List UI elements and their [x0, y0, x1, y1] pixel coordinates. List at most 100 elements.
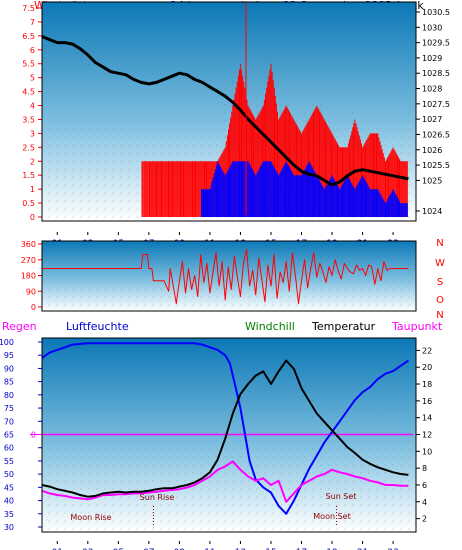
humidity-tick-label: 100 [0, 338, 14, 347]
temp-tick-label: 6 [422, 481, 427, 490]
left-tick-label: 3 [30, 129, 35, 138]
humidity-tick-label: 90 [4, 364, 14, 373]
left-tick-label: 3.5 [22, 115, 35, 124]
right-tick-label: 1025 [422, 176, 442, 185]
humidity-line [41, 342, 409, 515]
x-tick-label: 23 [387, 548, 398, 550]
compass-label: W [435, 258, 445, 269]
right-tick-label: 1027 [422, 115, 442, 124]
left-tick-label: 6.5 [22, 32, 35, 41]
left-tick-label: 4.5 [22, 88, 35, 97]
label-taupunkt: Taupunkt [391, 320, 443, 333]
dir-tick-label: 0 [31, 303, 36, 312]
left-tick-label: 7 [30, 18, 35, 27]
dir-tick-label: 90 [26, 287, 36, 296]
moon-set-label: Moon Set [313, 512, 350, 521]
panel-wind-pressure: 0 0.5 1 1.5 2 2.5 3 3.5 4 4.5 5 5.5 6 6.5 7 7.5 1024 1025… [22, 1, 450, 249]
left-tick-label: 5 [30, 74, 35, 83]
compass-label: O [436, 295, 444, 306]
right-tick-label: 1026 [422, 146, 442, 155]
temp-tick-label: 14 [422, 414, 432, 423]
humidity-tick-label: 45 [4, 483, 14, 492]
label-regen: Regen [2, 320, 37, 333]
x-tick-label: 21 [357, 548, 368, 550]
x-tick-label: 09 [174, 548, 186, 550]
temp-tick-label: 12 [422, 431, 432, 440]
humidity-tick-label: 80 [4, 391, 14, 400]
x-tick-label: 17 [296, 548, 307, 550]
dir-tick-label: 360 [21, 240, 36, 249]
sun-set-label: Sun Set [326, 492, 357, 501]
compass-label: N [436, 238, 443, 249]
x-tick-label: 07 [143, 548, 154, 550]
left-tick-label: 2 [30, 157, 35, 166]
label-luftfeuchte: Luftfeuchte [66, 320, 129, 333]
pressure-line [41, 35, 409, 187]
humidity-tick-label: 60 [4, 444, 14, 453]
right-tick-label: 1029 [422, 54, 442, 63]
right-tick-label: 1024 [422, 207, 442, 216]
temp-tick-label: 22 [422, 346, 432, 355]
left-tick-label: 0.5 [22, 199, 35, 208]
humidity-tick-label: 50 [4, 470, 14, 479]
left-tick-label: 4 [30, 102, 35, 111]
x-tick-label: 03 [82, 548, 93, 550]
x-tick-label: 05 [113, 548, 124, 550]
left-tick-label: 6 [30, 46, 35, 55]
x-tick-label: 15 [265, 548, 276, 550]
temp-tick-label: 20 [422, 363, 432, 372]
humidity-tick-label: 30 [4, 523, 14, 532]
humidity-tick-label: 40 [4, 497, 14, 506]
wind-direction-line [42, 248, 409, 304]
right-tick-label: 1025.5 [422, 161, 450, 170]
temp-tick-label: 4 [422, 498, 427, 507]
temp-tick-label: 8 [422, 464, 427, 473]
wind-average-bars [201, 161, 408, 217]
right-tick-label: 1028 [422, 85, 442, 94]
x-tick-label: 11 [204, 548, 215, 550]
temp-tick-label: 18 [422, 380, 432, 389]
moon-rise-label: Moon Rise [70, 513, 111, 522]
right-tick-label: 1030.5 [422, 8, 450, 17]
dewpoint-line [41, 460, 409, 503]
compass-label: S [437, 277, 443, 288]
temp-tick-label: 2 [422, 515, 427, 524]
humidity-tick-label: 70 [4, 417, 14, 426]
dir-tick-label: 180 [21, 272, 36, 281]
right-tick-label: 1030 [422, 23, 442, 32]
compass-label: N [436, 310, 443, 321]
humidity-tick-label: 95 [4, 351, 14, 360]
right-tick-label: 1028.5 [422, 69, 450, 78]
right-tick-label: 1026.5 [422, 130, 450, 139]
humidity-tick-label: 65 [4, 431, 14, 440]
right-tick-label: 1029.5 [422, 39, 450, 48]
left-tick-label: 2.5 [22, 143, 35, 152]
x-tick-label: 13 [235, 548, 246, 550]
left-tick-label: 7.5 [22, 4, 35, 13]
left-tick-label: 1.5 [22, 171, 35, 180]
left-tick-label: 1 [30, 185, 35, 194]
dir-tick-label: 270 [21, 256, 36, 265]
temp-tick-label: 10 [422, 447, 432, 456]
x-tick-label: 01 [52, 548, 63, 550]
rain-tick-label: 0 [31, 431, 36, 440]
panel3-frame [41, 337, 417, 533]
humidity-tick-label: 55 [4, 457, 14, 466]
sun-rise-label: Sun Rise [140, 493, 175, 502]
right-tick-label: 1027.5 [422, 100, 450, 109]
left-tick-label: 0 [30, 213, 35, 222]
panel2-frame [41, 240, 417, 312]
label-temperatur: Temperatur [311, 320, 376, 333]
label-windchill: Windchill [245, 320, 295, 333]
temp-tick-label: 16 [422, 397, 432, 406]
temperature-line [41, 359, 409, 498]
left-tick-label: 5.5 [22, 60, 35, 69]
panel1-frame [41, 1, 417, 222]
humidity-tick-label: 75 [4, 404, 14, 413]
humidity-tick-label: 35 [4, 510, 14, 519]
x-tick-label: 19 [326, 548, 338, 550]
humidity-tick-label: 85 [4, 378, 14, 387]
